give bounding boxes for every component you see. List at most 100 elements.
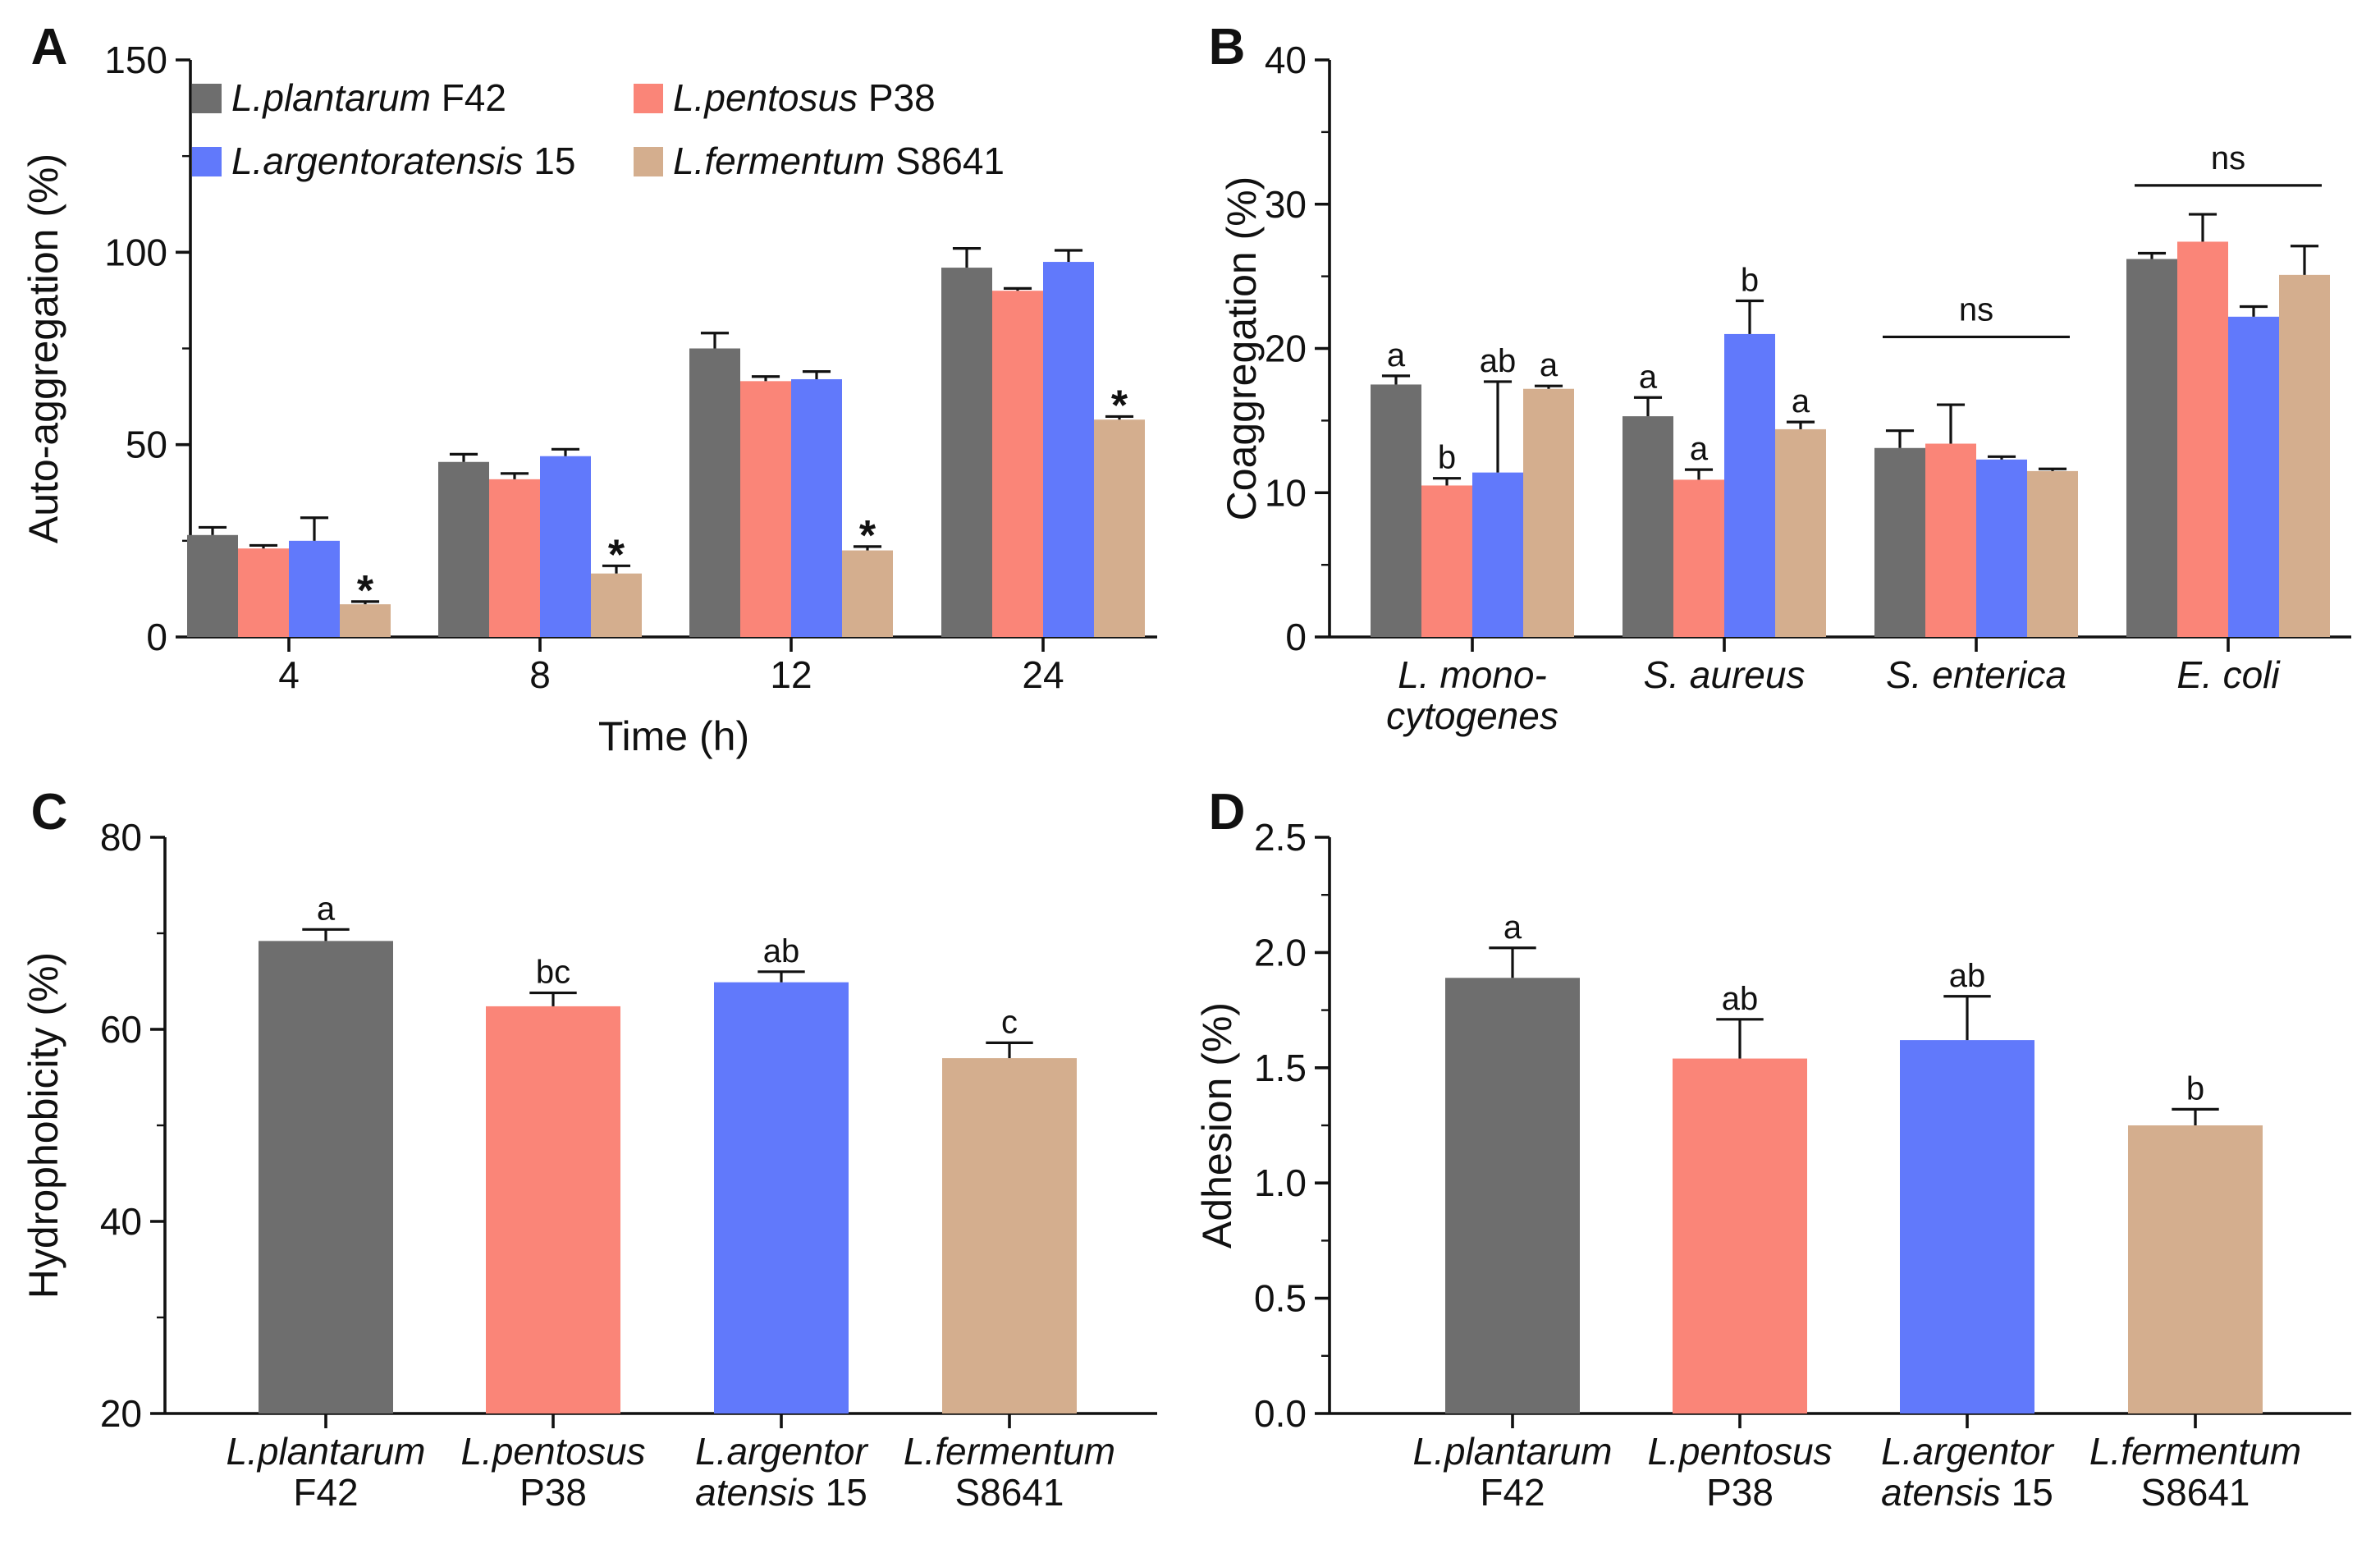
- bar: [1673, 1058, 1807, 1413]
- legend-label: L.plantarum F42: [231, 76, 506, 119]
- bar: [1976, 459, 2027, 637]
- panel-letter-A: A: [31, 19, 68, 76]
- ns-label: ns: [1959, 291, 1993, 328]
- bar: [2177, 241, 2228, 637]
- significance-letter: b: [2186, 1070, 2204, 1106]
- legend-item: L.fermentum S8641: [634, 140, 1005, 182]
- bar: [1523, 388, 1574, 637]
- x-category-label: L. mono-: [1398, 653, 1547, 696]
- significance-letter: a: [1690, 431, 1709, 467]
- significance-letter: a: [1540, 347, 1558, 383]
- y-tick-label: 2.0: [1254, 931, 1307, 974]
- bar: [842, 550, 893, 637]
- bar: [438, 461, 489, 637]
- x-category-label: L.pentosus: [1647, 1430, 1832, 1473]
- significance-letter: a: [1792, 383, 1810, 419]
- x-category-label: cytogenes: [1386, 694, 1558, 737]
- significance-letter: bc: [536, 955, 570, 991]
- x-category-label: L.fermentum: [2089, 1430, 2301, 1473]
- legend-label: L.pentosus P38: [673, 76, 936, 119]
- y-tick-label: 20: [1265, 328, 1307, 370]
- x-category-label: E. coli: [2176, 653, 2281, 696]
- x-category-label: L.fermentum: [904, 1430, 1115, 1473]
- x-category-label: S8641: [2140, 1471, 2250, 1514]
- x-category-label: atensis 15: [1881, 1471, 2053, 1514]
- bar: [1094, 419, 1145, 637]
- bar: [689, 348, 740, 637]
- bar: [791, 378, 842, 637]
- legend-label-italic: L.pentosus: [673, 76, 858, 119]
- legend-item: L.argentoratensis 15: [192, 140, 575, 182]
- x-category-label: S8641: [954, 1471, 1064, 1514]
- ns-label: ns: [2211, 140, 2245, 176]
- y-axis-label: Adhesion (%): [1194, 1002, 1240, 1248]
- y-axis-label: Coaggregation (%): [1219, 176, 1265, 521]
- bar: [1623, 416, 1673, 637]
- legend-label-italic: L.fermentum: [673, 140, 885, 182]
- x-category-label-italic: atensis: [695, 1471, 815, 1514]
- significance-letter: c: [1001, 1004, 1018, 1040]
- y-tick-label: 20: [100, 1392, 142, 1435]
- significance-star: *: [357, 567, 374, 615]
- y-tick-label: 2.5: [1254, 816, 1307, 859]
- y-tick-label: 30: [1265, 183, 1307, 226]
- bar: [2126, 259, 2177, 637]
- x-category-label: 8: [529, 653, 551, 696]
- x-category-label-italic: atensis: [1881, 1471, 2001, 1514]
- bar: [1371, 384, 1421, 637]
- significance-star: *: [859, 512, 876, 560]
- y-tick-label: 80: [100, 816, 142, 859]
- significance-letter: a: [1504, 909, 1522, 946]
- y-tick-label: 0: [1285, 616, 1307, 658]
- significance-letter: b: [1438, 440, 1456, 476]
- significance-letter: ab: [763, 933, 800, 969]
- x-category-label-plain: 15: [815, 1471, 867, 1514]
- y-axis-label: Hydrophobicity (%): [21, 952, 66, 1299]
- x-category-label: L.argentor: [1881, 1430, 2054, 1473]
- y-tick-label: 40: [1265, 39, 1307, 81]
- x-category-label: L.argentor: [695, 1430, 868, 1473]
- bar: [1421, 485, 1472, 637]
- x-category-label: L.plantarum: [1413, 1430, 1613, 1473]
- bar: [992, 291, 1043, 637]
- y-tick-label: 60: [100, 1008, 142, 1051]
- x-category-label: F42: [293, 1471, 358, 1514]
- y-tick-label: 1.0: [1254, 1161, 1307, 1204]
- significance-letter: a: [1387, 337, 1406, 373]
- significance-letter: a: [1639, 359, 1658, 395]
- significance-letter: b: [1741, 263, 1759, 299]
- bar: [740, 381, 791, 637]
- x-category-label: F42: [1480, 1471, 1545, 1514]
- y-tick-label: 0.0: [1254, 1392, 1307, 1435]
- bar: [941, 268, 992, 637]
- legend-swatch: [634, 147, 663, 176]
- bar: [1043, 262, 1094, 637]
- x-axis-label: Time (h): [598, 713, 749, 759]
- bar: [2128, 1125, 2263, 1413]
- y-tick-label: 40: [100, 1200, 142, 1243]
- x-category-label: S. enterica: [1886, 653, 2066, 696]
- x-category-label: L.pentosus: [460, 1430, 645, 1473]
- bar: [340, 604, 391, 637]
- legend-label: L.fermentum S8641: [673, 140, 1005, 182]
- bar: [486, 1006, 620, 1413]
- significance-star: *: [608, 531, 625, 579]
- x-category-label: 4: [278, 653, 300, 696]
- bar: [289, 540, 340, 637]
- significance-letter: ab: [1722, 981, 1759, 1017]
- bar: [238, 548, 289, 637]
- x-category-label: atensis 15: [695, 1471, 867, 1514]
- y-tick-label: 10: [1265, 471, 1307, 514]
- chart-panel-A: A 0 50 100 150 Auto-aggregation (%) * * * * 4 8 12 24…: [21, 19, 1157, 759]
- legend-swatch: [634, 84, 663, 113]
- significance-letter: a: [317, 891, 336, 927]
- bar: [259, 941, 393, 1413]
- panel-letter-B: B: [1209, 19, 1246, 76]
- y-tick-label: 1.5: [1254, 1047, 1307, 1089]
- bar: [591, 573, 642, 637]
- bar: [714, 982, 849, 1413]
- x-category-label: S. aureus: [1644, 653, 1806, 696]
- legend-swatch: [192, 147, 222, 176]
